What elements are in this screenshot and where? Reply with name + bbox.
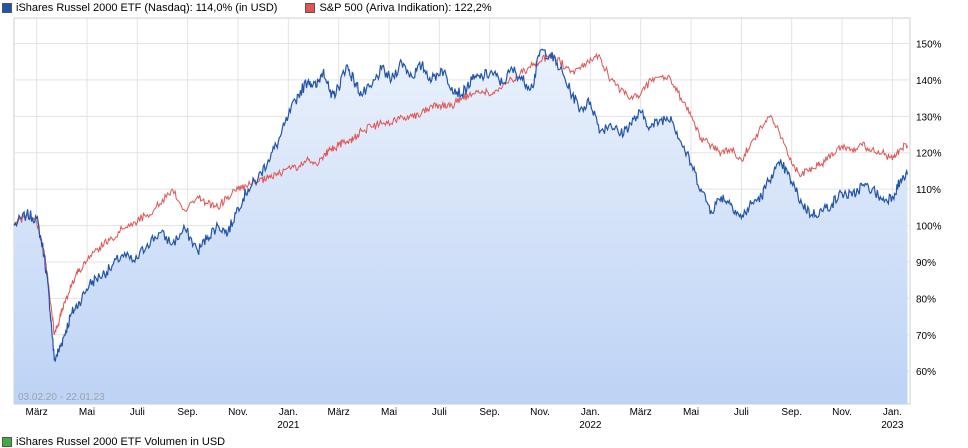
x-tick-label: Juli — [432, 407, 447, 418]
legend-item-sp500[interactable]: S&P 500 (Ariva Indikation): 122,2% — [305, 2, 492, 14]
x-tick-label: Mai — [683, 407, 699, 418]
legend-item-russell[interactable]: iShares Russel 2000 ETF (Nasdaq): 114,0%… — [2, 2, 277, 14]
x-tick-label: Sep. — [479, 407, 500, 418]
y-tick-label: 140% — [916, 76, 942, 87]
y-tick-label: 100% — [916, 222, 942, 233]
x-tick-year: 2022 — [579, 420, 602, 431]
russell-area — [14, 49, 908, 404]
legend-label-sp500: S&P 500 (Ariva Indikation): 122,2% — [319, 2, 492, 14]
x-tick-label: Mai — [381, 407, 397, 418]
x-tick-year: 2023 — [881, 420, 904, 431]
x-tick-label: März — [328, 407, 350, 418]
x-tick-label: Jan. — [279, 407, 298, 418]
x-tick-label: Nov. — [228, 407, 248, 418]
x-tick-label: Jan. — [581, 407, 600, 418]
legend-swatch-sp500 — [305, 3, 316, 13]
y-tick-label: 70% — [916, 331, 936, 342]
x-tick-label: Sep. — [781, 407, 802, 418]
russell-line — [13, 48, 909, 362]
volume-legend-label: iShares Russel 2000 ETF Volumen in USD — [16, 436, 226, 448]
legend-swatch-russell — [2, 3, 12, 13]
legend: iShares Russel 2000 ETF (Nasdaq): 114,0%… — [2, 2, 492, 14]
price-chart[interactable]: 60% 70% 80% 90% 100% 110% 120% 130% 140% 150% Mär… — [0, 0, 968, 434]
x-tick-year: 2021 — [277, 420, 300, 431]
y-tick-label: 60% — [916, 367, 936, 378]
x-tick-label: Mai — [79, 407, 95, 418]
y-tick-label: 120% — [916, 149, 942, 160]
y-tick-label: 80% — [916, 294, 936, 305]
legend-label-russell: iShares Russel 2000 ETF (Nasdaq): 114,0%… — [16, 2, 278, 14]
y-axis: 60% 70% 80% 90% 100% 110% 120% 130% 140% 150% — [916, 39, 942, 378]
volume-legend[interactable]: iShares Russel 2000 ETF Volumen in USD — [2, 436, 225, 448]
x-tick-label: März — [630, 407, 652, 418]
x-tick-label: Nov. — [530, 407, 550, 418]
sp500-line — [13, 52, 908, 335]
y-tick-label: 130% — [916, 112, 942, 123]
y-tick-label: 110% — [916, 185, 941, 196]
x-tick-label: Jan. — [883, 407, 902, 418]
y-tick-label: 90% — [916, 258, 936, 269]
y-tick-label: 150% — [916, 39, 942, 50]
x-tick-label: Nov. — [832, 407, 852, 418]
legend-swatch-volume — [2, 437, 12, 447]
x-tick-label: Sep. — [177, 407, 198, 418]
x-axis: März Mai Juli Sep. Nov. Jan. 2021 März Mai Juli Se… — [26, 407, 904, 431]
x-tick-label: Juli — [734, 407, 749, 418]
x-tick-label: März — [26, 407, 48, 418]
x-tick-label: Juli — [130, 407, 145, 418]
date-range-label: 03.02.20 - 22.01.23 — [18, 392, 105, 403]
